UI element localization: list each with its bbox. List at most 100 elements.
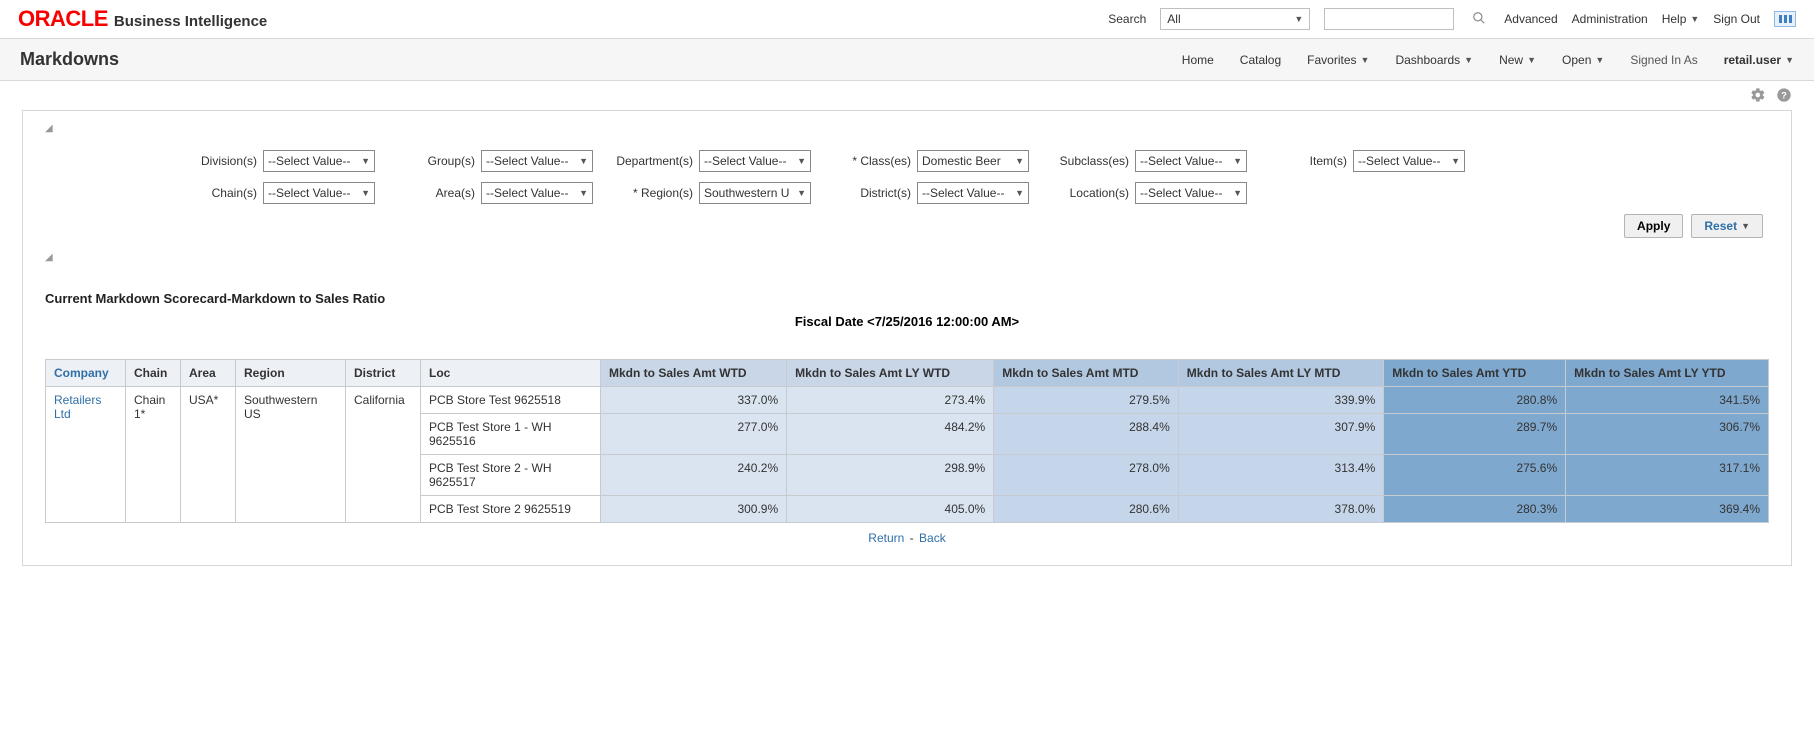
filter-select[interactable]: --Select Value--▼ <box>917 182 1029 204</box>
chevron-down-icon: ▼ <box>797 188 806 198</box>
cell-wtdly: 484.2% <box>787 414 994 455</box>
collapse-icon[interactable]: ◢ <box>45 252 1769 263</box>
cell-mtdly: 339.9% <box>1178 387 1383 414</box>
filter-select[interactable]: --Select Value--▼ <box>481 150 593 172</box>
table-header-row: Company Chain Area Region District Loc M… <box>46 360 1769 387</box>
reset-button[interactable]: Reset ▼ <box>1691 214 1763 238</box>
nav-catalog[interactable]: Catalog <box>1240 53 1281 67</box>
filter-label: * Class(es) <box>829 154 911 168</box>
help-menu[interactable]: Help▼ <box>1662 12 1700 26</box>
cell-wtdly: 298.9% <box>787 455 994 496</box>
cell-ytdly: 369.4% <box>1566 496 1769 523</box>
user-label: retail.user <box>1724 53 1781 67</box>
search-icon[interactable] <box>1468 9 1490 30</box>
cell-loc: PCB Test Store 2 9625519 <box>421 496 601 523</box>
filter-select[interactable]: --Select Value--▼ <box>699 150 811 172</box>
col-region: Region <box>236 360 346 387</box>
search-input[interactable] <box>1324 8 1454 30</box>
filter-value: --Select Value-- <box>922 186 1004 200</box>
col-company[interactable]: Company <box>46 360 126 387</box>
cell-wtdly: 405.0% <box>787 496 994 523</box>
chevron-down-icon: ▼ <box>1233 188 1242 198</box>
filter-select[interactable]: --Select Value--▼ <box>263 150 375 172</box>
cell-wtd: 240.2% <box>601 455 787 496</box>
nav-dashboards[interactable]: Dashboards▼ <box>1395 53 1473 67</box>
chevron-down-icon: ▼ <box>579 188 588 198</box>
back-link[interactable]: Back <box>919 531 946 545</box>
filter-value: Domestic Beer <box>922 154 1001 168</box>
filter-group: * Region(s)Southwestern U▼ <box>611 182 811 204</box>
signed-in-as-label: Signed In As <box>1630 53 1697 67</box>
search-label: Search <box>1108 12 1146 26</box>
filter-select[interactable]: Domestic Beer▼ <box>917 150 1029 172</box>
col-ytdly: Mkdn to Sales Amt LY YTD <box>1566 360 1769 387</box>
cell-wtd: 300.9% <box>601 496 787 523</box>
footer-links: Return - Back <box>45 531 1769 545</box>
cell-ytd: 280.8% <box>1384 387 1566 414</box>
filter-select[interactable]: --Select Value--▼ <box>263 182 375 204</box>
col-wtd: Mkdn to Sales Amt WTD <box>601 360 787 387</box>
cell-mtdly: 307.9% <box>1178 414 1383 455</box>
table-row: Retailers LtdChain 1*USA*Southwestern US… <box>46 387 1769 414</box>
advanced-link[interactable]: Advanced <box>1504 12 1557 26</box>
gear-icon[interactable] <box>1750 87 1766 106</box>
filter-value: --Select Value-- <box>1140 186 1222 200</box>
col-loc: Loc <box>421 360 601 387</box>
chevron-down-icon: ▼ <box>797 156 806 166</box>
filter-label: Location(s) <box>1047 186 1129 200</box>
filter-group: Group(s)--Select Value--▼ <box>393 150 593 172</box>
signout-link[interactable]: Sign Out <box>1713 12 1760 26</box>
reset-label: Reset <box>1704 219 1737 233</box>
footer-sep: - <box>910 531 917 545</box>
filter-select[interactable]: Southwestern U▼ <box>699 182 811 204</box>
filter-group: * Class(es) Domestic Beer▼ <box>829 150 1029 172</box>
user-menu[interactable]: retail.user▼ <box>1724 53 1794 67</box>
cell-wtd: 337.0% <box>601 387 787 414</box>
nav-open[interactable]: Open▼ <box>1562 53 1604 67</box>
nav-new[interactable]: New▼ <box>1499 53 1536 67</box>
company-link[interactable]: Retailers Ltd <box>54 393 101 421</box>
cell-region: Southwestern US <box>236 387 346 523</box>
filter-select[interactable]: --Select Value--▼ <box>1353 150 1465 172</box>
svg-text:?: ? <box>1781 90 1787 100</box>
fiscal-date: Fiscal Date <7/25/2016 12:00:00 AM> <box>45 314 1769 329</box>
chevron-down-icon: ▼ <box>1690 14 1699 24</box>
filter-select[interactable]: --Select Value--▼ <box>1135 150 1247 172</box>
chevron-down-icon: ▼ <box>1361 55 1370 65</box>
cell-mtd: 280.6% <box>994 496 1179 523</box>
app-switcher-icon[interactable] <box>1774 11 1796 27</box>
cell-wtdly: 273.4% <box>787 387 994 414</box>
return-link[interactable]: Return <box>868 531 904 545</box>
chevron-down-icon: ▼ <box>1527 55 1536 65</box>
chevron-down-icon: ▼ <box>1233 156 1242 166</box>
apply-button[interactable]: Apply <box>1624 214 1683 238</box>
collapse-icon[interactable]: ◢ <box>45 123 1769 134</box>
filter-label: Department(s) <box>611 154 693 168</box>
cell-mtd: 288.4% <box>994 414 1179 455</box>
nav-favorites[interactable]: Favorites▼ <box>1307 53 1369 67</box>
search-scope-select[interactable]: All ▼ <box>1160 8 1310 30</box>
administration-link[interactable]: Administration <box>1572 12 1648 26</box>
table-body: Retailers LtdChain 1*USA*Southwestern US… <box>46 387 1769 523</box>
cell-wtd: 277.0% <box>601 414 787 455</box>
filter-select[interactable]: --Select Value-- ▼ <box>1135 182 1247 204</box>
help-label: Help <box>1662 12 1687 26</box>
help-icon[interactable]: ? <box>1776 87 1792 106</box>
cell-mtdly: 313.4% <box>1178 455 1383 496</box>
brand-subtitle: Business Intelligence <box>114 13 267 30</box>
cell-ytd: 289.7% <box>1384 414 1566 455</box>
cell-mtdly: 378.0% <box>1178 496 1383 523</box>
filter-select[interactable]: --Select Value--▼ <box>481 182 593 204</box>
col-district: District <box>346 360 421 387</box>
filter-label: Chain(s) <box>175 186 257 200</box>
col-chain: Chain <box>126 360 181 387</box>
filter-group: Division(s)--Select Value--▼ <box>175 150 375 172</box>
topbar-right: Search All ▼ Advanced Administration Hel… <box>1108 8 1796 30</box>
nav-home[interactable]: Home <box>1182 53 1214 67</box>
nav-dashboards-label: Dashboards <box>1395 53 1460 67</box>
filter-label: Item(s) <box>1265 154 1347 168</box>
filter-group: Item(s) --Select Value--▼ <box>1265 150 1465 172</box>
dashboard-card: ◢ Division(s)--Select Value--▼ Group(s)--… <box>22 110 1792 566</box>
filter-actions: Apply Reset ▼ <box>45 214 1763 238</box>
filter-value: --Select Value-- <box>1358 154 1440 168</box>
